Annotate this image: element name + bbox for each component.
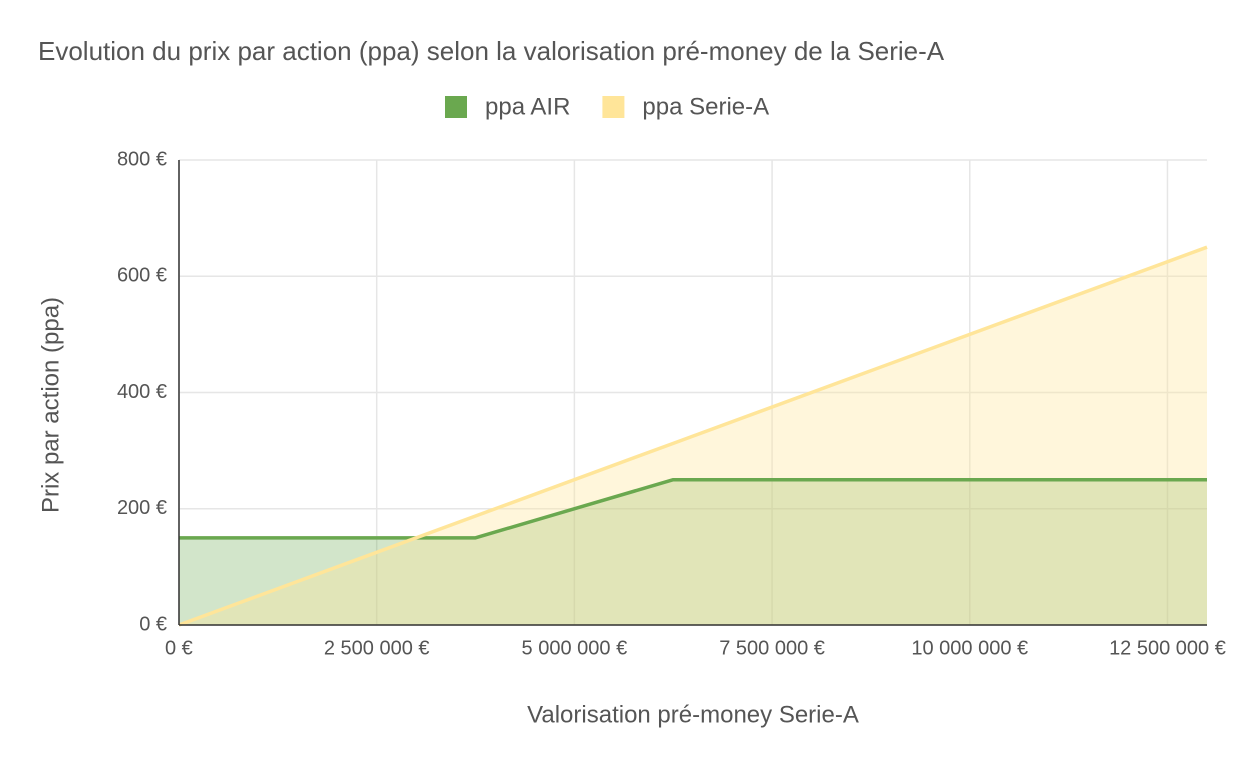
- y-tick-label: 600 €: [117, 265, 167, 287]
- x-tick-label: 2 500 000 €: [324, 637, 430, 659]
- area: [179, 479, 1207, 625]
- chart-title: Evolution du prix par action (ppa) selon…: [38, 36, 945, 66]
- legend-label: ppa AIR: [485, 93, 570, 120]
- legend: ppa AIR ppa Serie-A: [445, 93, 769, 120]
- y-axis-title: Prix par action (ppa): [37, 297, 64, 513]
- legend-swatch: [445, 96, 467, 118]
- x-tick-label: 0 €: [165, 637, 193, 659]
- x-tick-label: 5 000 000 €: [522, 637, 628, 659]
- x-axis-title: Valorisation pré-money Serie-A: [527, 701, 859, 728]
- legend-label: ppa Serie-A: [642, 93, 769, 120]
- y-tick-label: 0 €: [139, 613, 167, 635]
- y-tick-label: 800 €: [117, 148, 167, 170]
- x-tick-label: 12 500 000 €: [1109, 637, 1226, 659]
- legend-swatch: [602, 96, 625, 118]
- line: [179, 477, 1207, 540]
- x-tick-label: 7 500 000 €: [719, 637, 825, 659]
- y-tick-label: 400 €: [117, 381, 167, 403]
- line: [178, 245, 1208, 627]
- x-tick-label: 10 000 000 €: [911, 637, 1028, 659]
- y-tick-label: 200 €: [117, 497, 167, 519]
